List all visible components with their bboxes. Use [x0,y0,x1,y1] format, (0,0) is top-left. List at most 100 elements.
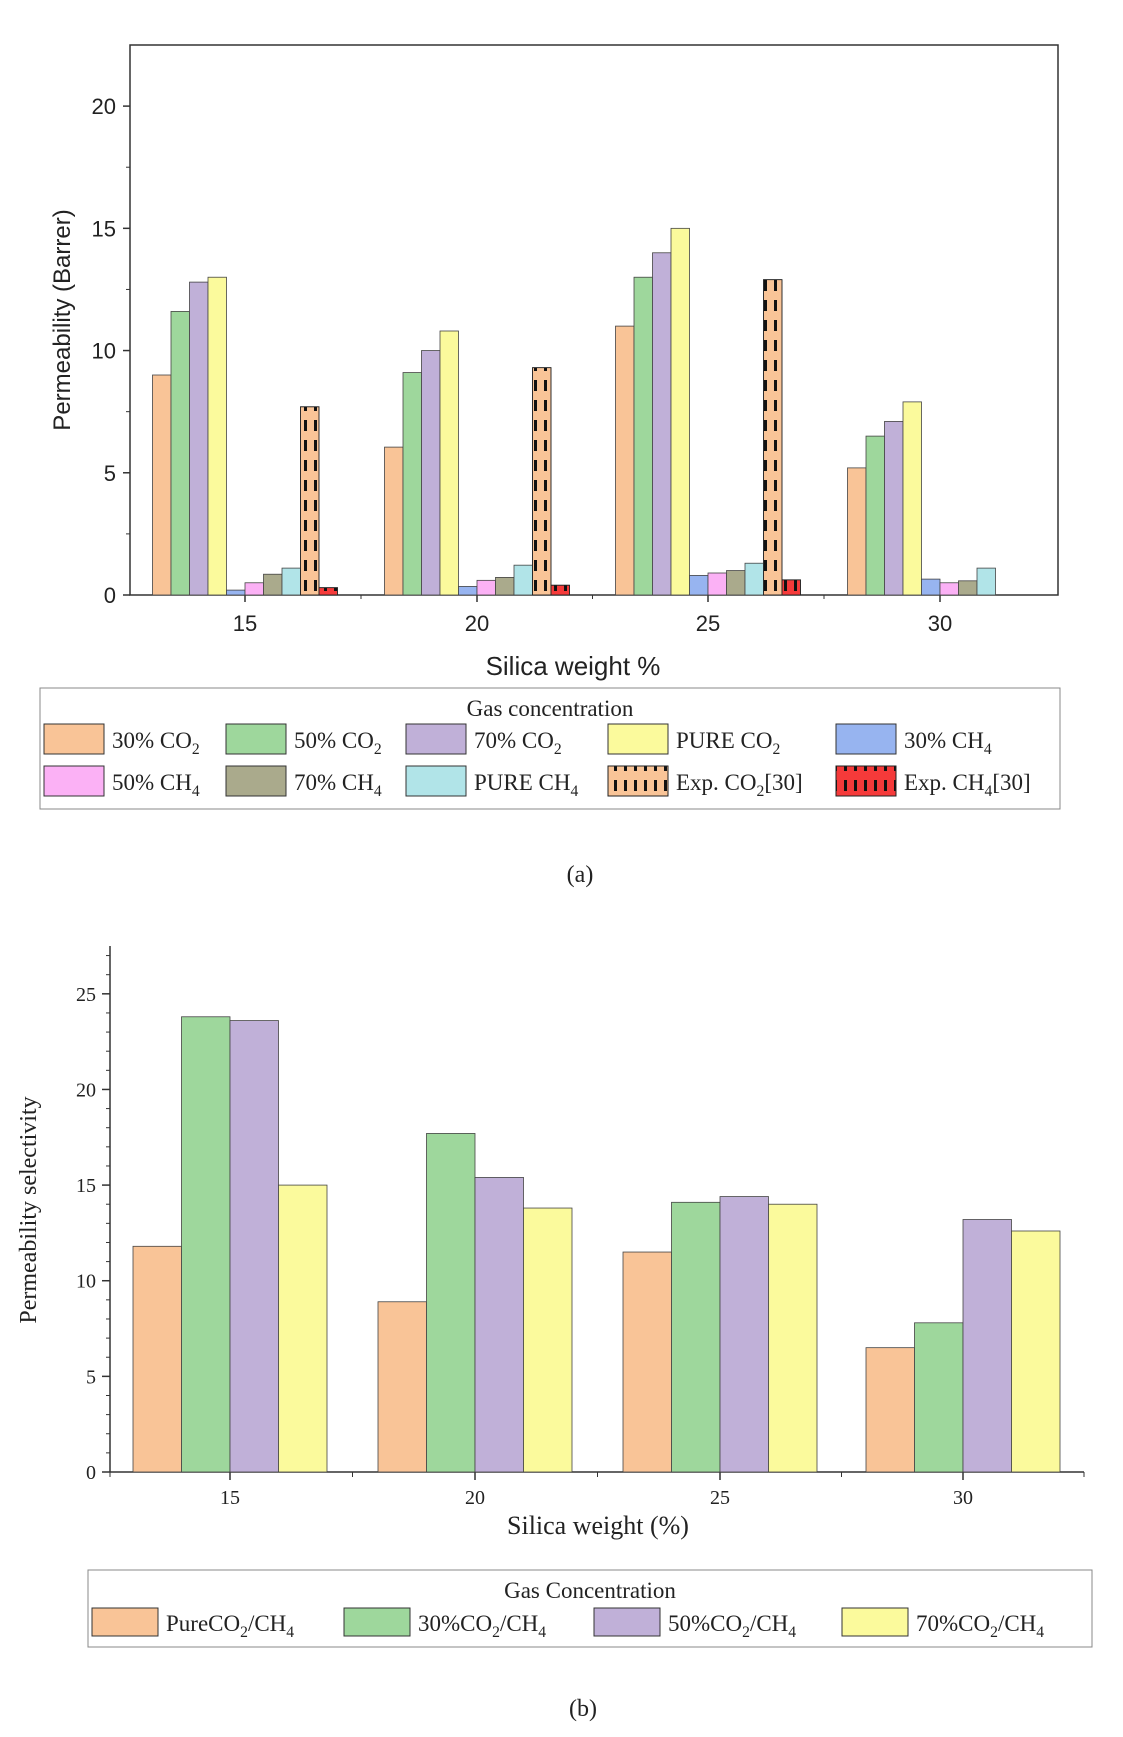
chart-b-legend-swatch [593,1607,661,1637]
chart-a-bar [615,325,635,596]
chart-b-legend-label: 70%CO2/CH4 [916,1611,1044,1641]
chart-b-legend-swatch [841,1607,909,1637]
chart-b-x-tick-label: 15 [220,1487,240,1509]
chart-a-legend-label: 30% CH4 [904,728,992,758]
chart-b-bar [377,1301,427,1473]
chart-a-legend-swatch [225,765,287,797]
chart-b-legend-title: Gas Concentration [504,1578,676,1603]
chart-a-bar-pattern [781,579,801,596]
chart-a-y-tick-label: 20 [92,94,116,119]
chart-a-bar [884,421,904,596]
chart-b-y-tick-label: 15 [76,1175,96,1197]
chart-b-legend-swatch [343,1607,411,1637]
chart-a-bar [207,276,227,596]
chart-b-legend-swatch [91,1607,159,1637]
chart-b-x-tick-label: 25 [710,1487,730,1509]
chart-b-bar [132,1245,182,1473]
chart-a-bar [402,372,422,596]
chart-a-bar [847,467,867,596]
chart-a-bar [902,401,922,596]
chart-a-bar-pattern [763,279,783,596]
chart-a-bar [152,374,172,596]
chart-b-y-axis: 0 5 10 15 20 25 [76,955,110,1484]
chart-a-legend-swatch [405,723,467,755]
chart-b-bar [768,1203,818,1473]
chart-b-x-axis-label: Silica weight (%) [507,1511,689,1540]
chart-a-y-axis-label: Permeability (Barrer) [49,209,76,430]
chart-b-bar [426,1133,476,1473]
chart-a-bar-pattern [550,584,570,596]
chart-b-legend-label: 50%CO2/CH4 [668,1611,796,1641]
chart-b-y-tick-label: 20 [76,1079,96,1101]
chart-a-y-tick-label: 15 [92,216,116,241]
chart-b-bars [132,1016,1061,1473]
chart-a-legend-label: 70% CH4 [294,770,382,800]
chart-a-bar [384,446,404,596]
chart-b-panel-label: (b) [569,1696,597,1722]
chart-a-legend-swatch-pattern [835,765,897,797]
chart-a-bar [939,582,959,596]
chart-a-bar [170,311,190,596]
chart-b-bar [671,1201,721,1473]
chart-a-legend-label: Exp. CH4[30] [904,770,1031,800]
chart-b-y-tick-label: 0 [86,1462,96,1484]
chart-a-x-tick-label: 20 [465,611,489,636]
chart-a-legend-swatch [43,723,105,755]
chart-a-legend-swatch [607,723,669,755]
chart-b-bar [1011,1230,1061,1473]
chart-a-bar [226,589,246,596]
chart-a-bar [439,330,459,596]
chart-b-x-tick-label: 30 [953,1487,973,1509]
chart-a-bar [476,579,496,596]
chart-a-y-tick-label: 5 [104,461,116,486]
chart-b-x-tick-label: 20 [465,1487,485,1509]
chart-b-y-tick-label: 10 [76,1271,96,1293]
chart-a-bar [707,572,727,596]
chart-a-bars [152,227,996,596]
chart-a-bar [189,281,209,596]
chart-a-frame [129,44,1059,596]
chart-a-bar [670,227,690,596]
chart-a-bar [633,276,653,596]
chart-a-x-axis-label: Silica weight % [486,651,661,681]
chart-b-legend-label: PureCO2/CH4 [166,1611,294,1641]
chart-b-bar [181,1016,231,1473]
chart-b-legend-label: 30%CO2/CH4 [418,1611,546,1641]
chart-a-bar [263,573,283,596]
chart-a-legend-swatch [43,765,105,797]
chart-a-bar-pattern [300,406,320,596]
chart-a-bar [921,578,941,596]
chart-a-bar [976,567,996,596]
chart-b-bar [865,1347,915,1473]
chart-b-y-axis-label: Permeability selectivity [16,1096,42,1323]
chart-a-x-tick-label: 30 [928,611,952,636]
chart-a-legend-swatch [405,765,467,797]
chart-a-x-tick-label: 25 [696,611,720,636]
chart-a-legend-title: Gas concentration [467,696,634,721]
chart-a-bar [958,580,978,596]
chart-a-legend: Gas concentration 30% CO2 50% CO2 70% CO2 P… [39,687,1061,810]
chart-a-legend-label: 50% CO2 [294,728,382,758]
chart-a-bar [495,577,515,596]
chart-b-bar [278,1184,328,1473]
chart-b-legend-box [87,1569,1093,1648]
chart-b-bar [962,1219,1012,1473]
chart-b-bar [622,1251,672,1473]
chart-a-bar [281,567,301,596]
chart-a-bar-pattern [532,367,552,596]
chart-a-x-axis: 15 20 25 30 [233,595,952,636]
chart-a-legend-label: Exp. CO2[30] [676,770,803,800]
chart-a-y-tick-label: 0 [104,583,116,608]
chart-a-legend-label: 70% CO2 [474,728,562,758]
chart-a-legend-swatch [225,723,287,755]
chart-b-x-axis: 15 20 25 30 [109,1472,1085,1509]
chart-b-y-tick-label: 5 [86,1366,96,1388]
chart-a-x-tick-label: 15 [233,611,257,636]
chart-a-legend-swatch [835,723,897,755]
chart-b-bar [523,1207,573,1473]
chart-a-legend-label: 30% CO2 [112,728,200,758]
chart-b-bar [474,1177,524,1473]
chart-b-legend: Gas Concentration PureCO2/CH4 30%CO2/CH4 5… [87,1569,1093,1648]
